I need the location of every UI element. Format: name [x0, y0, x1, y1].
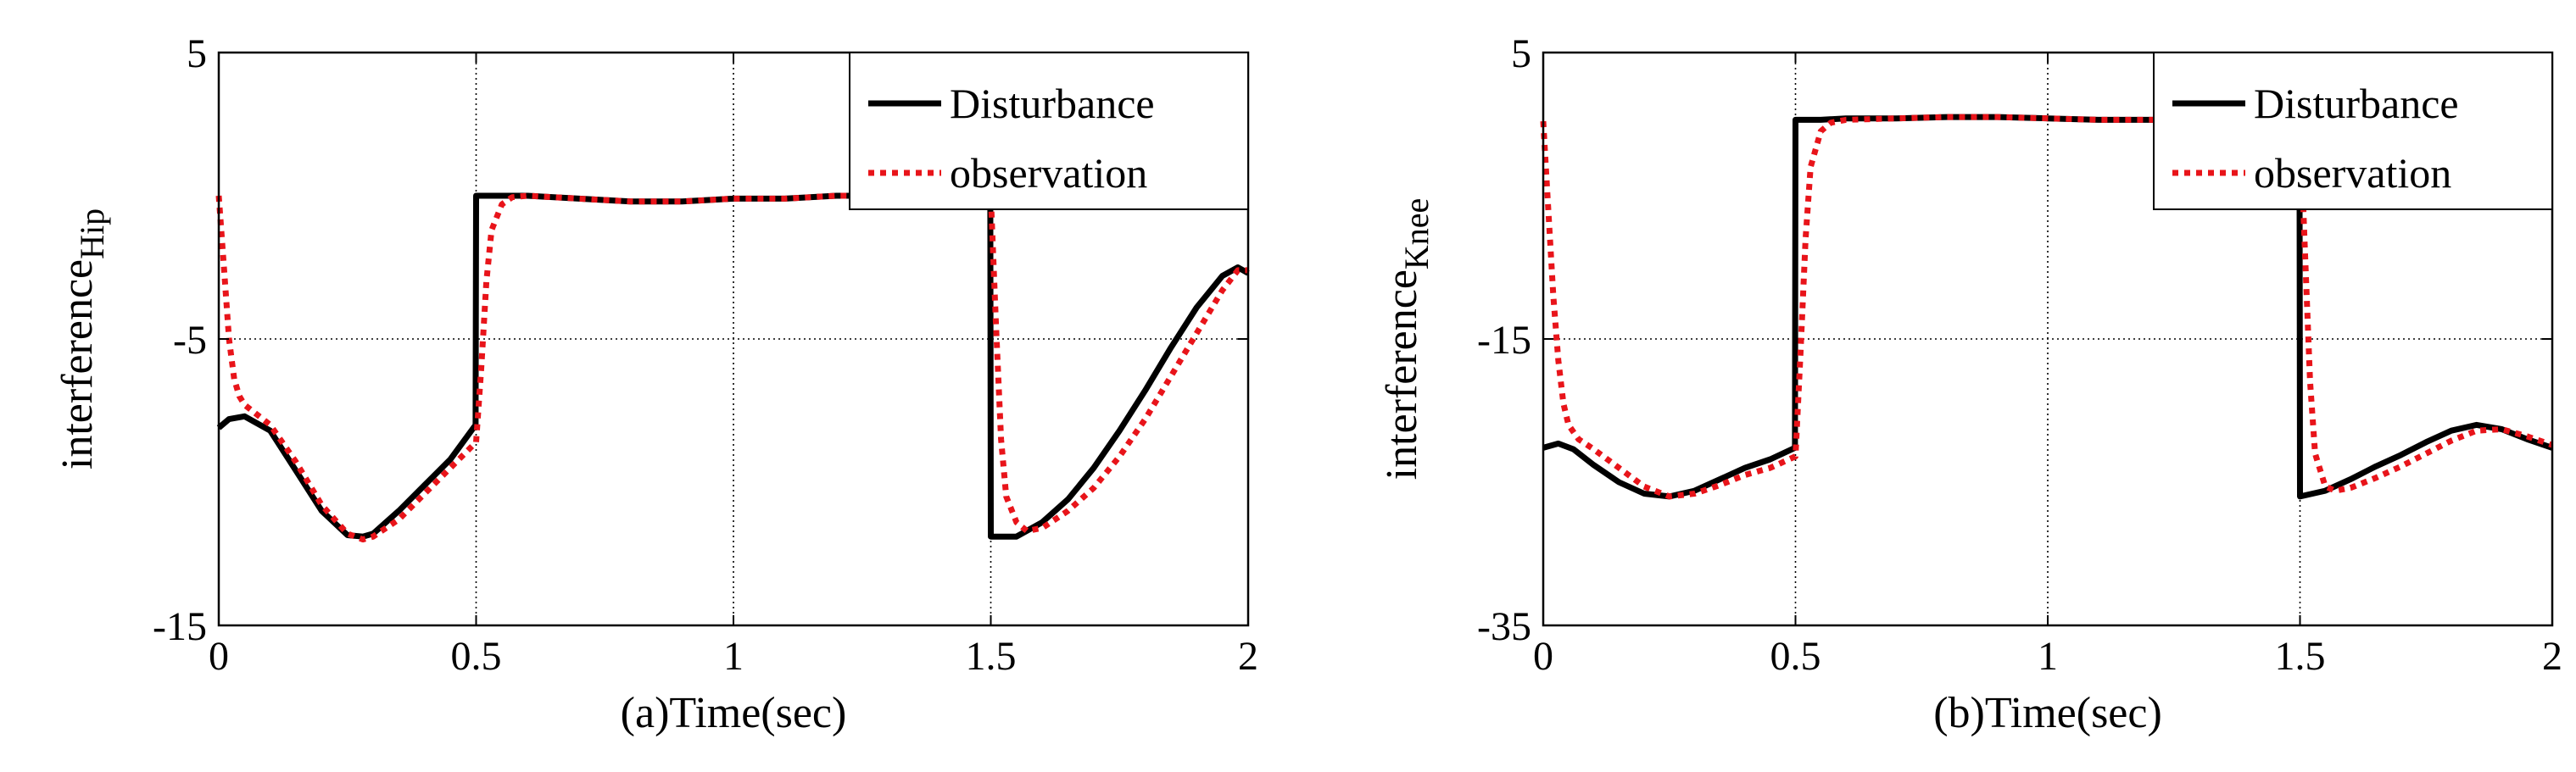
y-axis-label-subscript: Hip: [73, 208, 111, 259]
x-tick-label: 1: [2038, 634, 2058, 679]
legend-box: [849, 52, 1249, 210]
x-tick-label: 0.5: [1770, 634, 1821, 679]
x-tick-label: 0.5: [451, 634, 502, 679]
y-axis-label-subscript: Knee: [1397, 198, 1436, 269]
y-tick-label: 5: [187, 31, 207, 76]
x-tick-label: 1: [723, 634, 744, 679]
x-tick-label: 1.5: [966, 634, 1017, 679]
legend-label: observation: [950, 149, 1147, 197]
x-tick-label: 2: [1238, 634, 1258, 679]
y-tick-label: 5: [1511, 31, 1531, 76]
y-axis-label: interferenceHip: [53, 208, 111, 469]
series-line-observation: [215, 192, 1248, 543]
legend: Disturbance observation: [849, 52, 1249, 210]
y-tick-label: -15: [1477, 318, 1531, 363]
chart-panel-b: 0 0.5 1 1.5 2 -35 -15 5 (b)Time(sec) interference…: [1378, 31, 2562, 737]
x-axis-label: (a)Time(sec): [621, 689, 847, 737]
legend-label: Disturbance: [950, 80, 1155, 127]
legend-label: Disturbance: [2254, 80, 2459, 127]
legend: Disturbance observation: [2153, 52, 2553, 210]
y-axis-label-main: interference: [1378, 269, 1426, 480]
legend-label: observation: [2254, 149, 2451, 197]
chart-panel-a: 0 0.5 1 1.5 2 -15 -5 5 (a)Time(sec) interferenceH…: [53, 31, 1258, 737]
y-tick-label: -5: [173, 318, 207, 363]
y-axis-label-main: interference: [53, 259, 102, 469]
y-tick-label: -35: [1477, 604, 1531, 649]
x-tick-label: 0: [209, 634, 229, 679]
legend-box: [2153, 52, 2553, 210]
x-tick-label: 0: [1533, 634, 1553, 679]
y-tick-label: -15: [153, 604, 207, 649]
x-axis-label: (b)Time(sec): [1933, 689, 2162, 737]
x-tick-label: 2: [2542, 634, 2562, 679]
y-axis-label: interferenceKnee: [1378, 198, 1436, 480]
series-line-disturbance: [216, 192, 1250, 540]
x-tick-label: 1.5: [2275, 634, 2326, 679]
